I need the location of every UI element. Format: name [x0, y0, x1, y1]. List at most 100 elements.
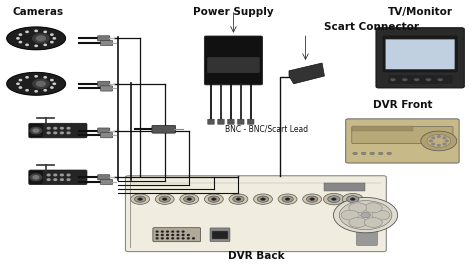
- FancyBboxPatch shape: [376, 28, 465, 88]
- Circle shape: [188, 238, 189, 239]
- FancyBboxPatch shape: [30, 172, 42, 183]
- Circle shape: [156, 231, 158, 232]
- Circle shape: [333, 197, 398, 233]
- FancyBboxPatch shape: [29, 123, 87, 138]
- Circle shape: [339, 201, 392, 230]
- FancyBboxPatch shape: [385, 39, 455, 69]
- Circle shape: [51, 34, 53, 35]
- Circle shape: [51, 79, 53, 81]
- FancyBboxPatch shape: [218, 119, 224, 124]
- Circle shape: [341, 210, 359, 220]
- Circle shape: [390, 78, 396, 81]
- Circle shape: [233, 196, 244, 202]
- Polygon shape: [289, 63, 324, 84]
- Circle shape: [204, 194, 223, 204]
- Circle shape: [67, 179, 70, 180]
- Circle shape: [236, 198, 241, 200]
- Circle shape: [349, 203, 367, 213]
- Circle shape: [33, 34, 49, 43]
- Circle shape: [67, 128, 70, 129]
- Circle shape: [61, 128, 64, 129]
- Circle shape: [353, 152, 357, 155]
- Circle shape: [36, 36, 45, 41]
- Circle shape: [414, 78, 419, 81]
- Circle shape: [182, 238, 184, 239]
- Text: DVR Back: DVR Back: [228, 251, 284, 261]
- Circle shape: [61, 174, 64, 176]
- Circle shape: [167, 234, 168, 235]
- FancyBboxPatch shape: [208, 119, 214, 124]
- Circle shape: [44, 31, 46, 32]
- Circle shape: [261, 198, 265, 200]
- Circle shape: [135, 196, 146, 202]
- Circle shape: [167, 231, 168, 232]
- Circle shape: [282, 196, 293, 202]
- Circle shape: [361, 152, 366, 155]
- Circle shape: [172, 231, 173, 232]
- FancyBboxPatch shape: [346, 119, 459, 163]
- FancyBboxPatch shape: [126, 176, 386, 252]
- Circle shape: [47, 174, 50, 176]
- Circle shape: [346, 196, 359, 202]
- Circle shape: [361, 213, 370, 218]
- Circle shape: [372, 210, 390, 220]
- Circle shape: [187, 198, 191, 200]
- Circle shape: [159, 196, 170, 202]
- Circle shape: [61, 179, 64, 180]
- Circle shape: [364, 218, 382, 227]
- Circle shape: [51, 87, 53, 88]
- Circle shape: [438, 145, 440, 146]
- Circle shape: [350, 198, 355, 200]
- Circle shape: [19, 34, 22, 35]
- FancyBboxPatch shape: [356, 229, 377, 245]
- FancyBboxPatch shape: [98, 81, 110, 86]
- FancyBboxPatch shape: [100, 133, 113, 138]
- Circle shape: [446, 140, 448, 142]
- FancyBboxPatch shape: [98, 175, 110, 180]
- Circle shape: [229, 194, 248, 204]
- Circle shape: [443, 137, 446, 139]
- FancyBboxPatch shape: [352, 127, 453, 144]
- Circle shape: [438, 78, 443, 81]
- Circle shape: [310, 198, 315, 200]
- Circle shape: [188, 234, 189, 235]
- Circle shape: [443, 143, 446, 145]
- Circle shape: [172, 238, 173, 239]
- Circle shape: [67, 132, 70, 134]
- Circle shape: [30, 128, 42, 134]
- Circle shape: [402, 78, 408, 81]
- Circle shape: [51, 41, 53, 43]
- Circle shape: [17, 83, 19, 84]
- Circle shape: [131, 194, 150, 204]
- Circle shape: [427, 134, 451, 147]
- Circle shape: [33, 129, 39, 132]
- Circle shape: [349, 218, 367, 227]
- FancyBboxPatch shape: [387, 75, 453, 84]
- Circle shape: [211, 198, 216, 200]
- FancyBboxPatch shape: [208, 58, 259, 73]
- Text: TV/Monitor: TV/Monitor: [388, 7, 453, 17]
- Circle shape: [33, 79, 49, 88]
- Circle shape: [35, 91, 37, 92]
- Circle shape: [53, 38, 55, 39]
- FancyBboxPatch shape: [247, 119, 254, 124]
- FancyBboxPatch shape: [98, 128, 110, 133]
- Circle shape: [54, 174, 57, 176]
- Polygon shape: [7, 27, 65, 50]
- Circle shape: [162, 234, 163, 235]
- FancyBboxPatch shape: [100, 179, 113, 185]
- Circle shape: [387, 152, 392, 155]
- Circle shape: [47, 128, 50, 129]
- Circle shape: [323, 194, 344, 205]
- Circle shape: [429, 140, 432, 142]
- Circle shape: [177, 238, 179, 239]
- FancyBboxPatch shape: [153, 228, 201, 242]
- Text: Scart Connector: Scart Connector: [324, 22, 419, 32]
- Circle shape: [44, 77, 46, 78]
- Circle shape: [54, 132, 57, 134]
- Circle shape: [36, 81, 45, 86]
- Circle shape: [26, 44, 28, 45]
- Circle shape: [172, 234, 173, 235]
- FancyBboxPatch shape: [352, 126, 413, 131]
- Circle shape: [438, 136, 440, 137]
